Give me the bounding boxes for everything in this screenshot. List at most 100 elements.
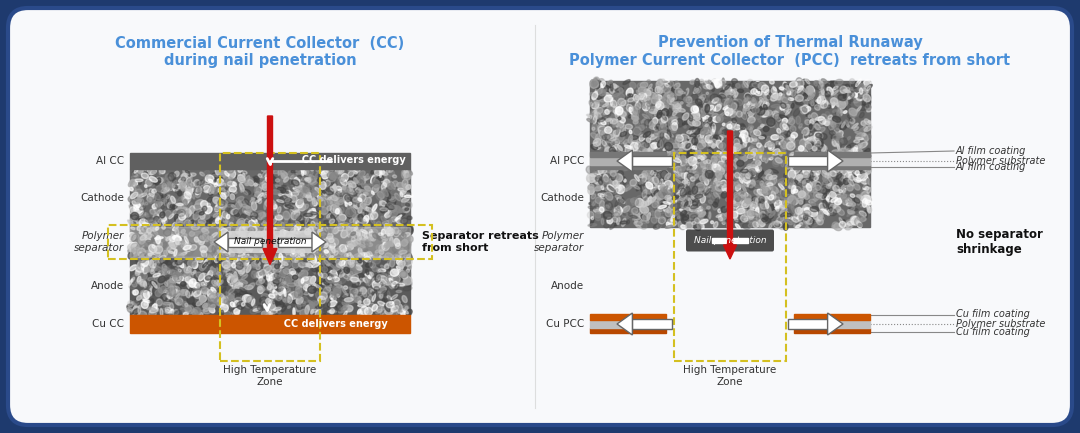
Ellipse shape <box>767 199 772 204</box>
Ellipse shape <box>675 139 679 143</box>
Ellipse shape <box>686 88 689 95</box>
Ellipse shape <box>194 237 199 242</box>
Ellipse shape <box>296 203 299 206</box>
Ellipse shape <box>766 142 774 147</box>
Ellipse shape <box>265 281 270 289</box>
Ellipse shape <box>612 217 618 222</box>
Ellipse shape <box>799 192 807 199</box>
Ellipse shape <box>350 234 356 239</box>
Ellipse shape <box>327 311 336 313</box>
Ellipse shape <box>795 207 802 214</box>
Ellipse shape <box>157 281 162 285</box>
Ellipse shape <box>226 239 231 247</box>
Ellipse shape <box>609 147 616 155</box>
Ellipse shape <box>191 219 193 222</box>
Ellipse shape <box>168 214 174 219</box>
Ellipse shape <box>266 298 271 305</box>
Ellipse shape <box>216 167 221 174</box>
Ellipse shape <box>245 254 248 257</box>
Ellipse shape <box>348 181 356 187</box>
Ellipse shape <box>798 207 802 216</box>
Ellipse shape <box>147 220 150 227</box>
Ellipse shape <box>200 212 204 215</box>
Ellipse shape <box>167 182 172 190</box>
Ellipse shape <box>805 223 812 229</box>
Ellipse shape <box>359 229 365 236</box>
Ellipse shape <box>200 273 207 278</box>
Ellipse shape <box>677 151 681 155</box>
Ellipse shape <box>698 212 704 217</box>
Ellipse shape <box>150 224 159 229</box>
Ellipse shape <box>135 207 144 215</box>
Ellipse shape <box>270 245 279 253</box>
Ellipse shape <box>784 220 793 225</box>
Ellipse shape <box>208 244 215 252</box>
Ellipse shape <box>402 255 406 262</box>
Ellipse shape <box>248 220 256 227</box>
Ellipse shape <box>230 178 238 181</box>
Ellipse shape <box>714 222 718 228</box>
Ellipse shape <box>733 95 737 98</box>
Ellipse shape <box>237 301 244 309</box>
Ellipse shape <box>734 195 741 201</box>
Ellipse shape <box>151 222 157 229</box>
Ellipse shape <box>365 191 374 197</box>
Ellipse shape <box>626 208 635 217</box>
Text: Nail penetration: Nail penetration <box>233 237 307 246</box>
Ellipse shape <box>244 211 251 216</box>
Ellipse shape <box>162 226 165 229</box>
Ellipse shape <box>652 153 660 157</box>
Ellipse shape <box>199 273 204 281</box>
Ellipse shape <box>318 282 326 290</box>
Ellipse shape <box>255 183 258 186</box>
Ellipse shape <box>269 254 276 262</box>
Ellipse shape <box>681 176 687 181</box>
Ellipse shape <box>612 84 617 88</box>
Ellipse shape <box>651 107 658 113</box>
Ellipse shape <box>687 167 692 170</box>
Ellipse shape <box>827 168 833 174</box>
Ellipse shape <box>778 108 785 112</box>
Ellipse shape <box>854 163 862 168</box>
Ellipse shape <box>132 281 134 283</box>
Ellipse shape <box>666 182 673 187</box>
Ellipse shape <box>671 120 677 126</box>
Ellipse shape <box>656 95 662 100</box>
Ellipse shape <box>222 221 231 228</box>
Ellipse shape <box>261 311 269 318</box>
Ellipse shape <box>743 107 746 114</box>
Ellipse shape <box>228 190 237 194</box>
Ellipse shape <box>679 196 685 200</box>
Ellipse shape <box>635 123 640 128</box>
Ellipse shape <box>139 226 148 234</box>
Ellipse shape <box>307 291 313 294</box>
Ellipse shape <box>693 215 698 221</box>
Ellipse shape <box>308 210 316 218</box>
Ellipse shape <box>632 208 638 213</box>
Ellipse shape <box>352 181 360 184</box>
Text: Cathode: Cathode <box>540 193 584 203</box>
Ellipse shape <box>153 200 159 208</box>
Ellipse shape <box>194 310 199 316</box>
Ellipse shape <box>769 119 773 125</box>
Ellipse shape <box>708 117 712 122</box>
Ellipse shape <box>606 192 612 200</box>
Ellipse shape <box>341 253 346 260</box>
Ellipse shape <box>806 138 812 141</box>
Ellipse shape <box>645 169 652 175</box>
Ellipse shape <box>334 249 340 251</box>
Ellipse shape <box>796 87 804 95</box>
Ellipse shape <box>183 274 190 281</box>
Ellipse shape <box>349 183 352 191</box>
Ellipse shape <box>337 178 345 181</box>
Ellipse shape <box>815 170 821 176</box>
Ellipse shape <box>752 165 756 168</box>
Ellipse shape <box>384 278 391 283</box>
Ellipse shape <box>690 94 699 103</box>
Ellipse shape <box>750 130 757 136</box>
Ellipse shape <box>226 204 234 207</box>
Ellipse shape <box>699 212 705 217</box>
Ellipse shape <box>719 94 726 98</box>
Ellipse shape <box>630 107 633 114</box>
Ellipse shape <box>602 186 604 190</box>
